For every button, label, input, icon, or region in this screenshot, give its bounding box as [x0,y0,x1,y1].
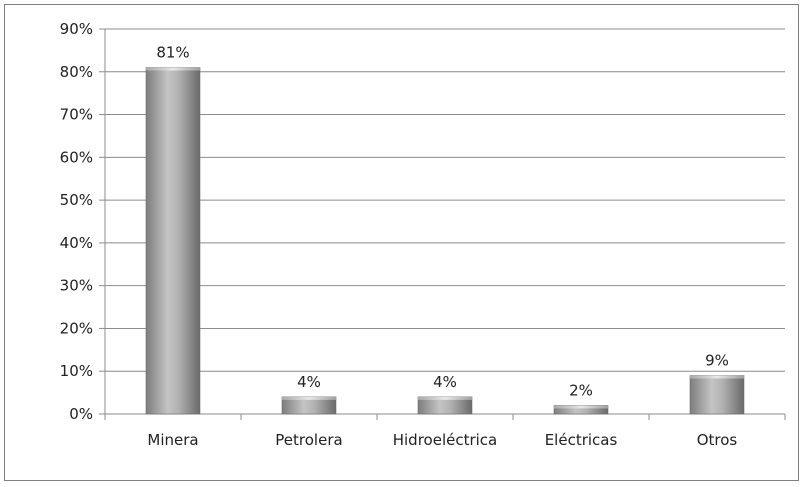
y-tick-label: 10% [60,362,93,380]
category-label: Otros [697,431,738,449]
y-tick-label: 30% [60,277,93,295]
data-label: 2% [569,381,593,399]
bar-top-highlight [146,67,200,71]
bar [689,375,745,415]
bar-top-highlight [418,396,472,400]
category-label: Hidroeléctrica [393,431,498,449]
bar-top-highlight [690,375,744,379]
bars [145,67,745,415]
y-axis-ticks: 0% 10% 20% 30% 40% 50% 60% 70% 80% 90% [60,20,105,423]
bar [145,67,201,415]
data-label: 4% [433,373,457,391]
y-tick-label: 60% [60,148,93,166]
category-label: Petrolera [275,431,342,449]
axes [104,29,786,420]
data-label: 81% [156,44,189,62]
data-labels: 81% 4% 4% 2% 9% [156,44,729,400]
bar-top-highlight [282,396,336,400]
bar-top-highlight [554,405,608,409]
y-tick-label: 40% [60,234,93,252]
y-tick-label: 0% [69,405,93,423]
y-tick-label: 70% [60,106,93,124]
category-labels: Minera Petrolera Hidroeléctrica Eléctricas O… [147,431,737,449]
category-label: Eléctricas [545,431,618,449]
y-tick-label: 20% [60,319,93,337]
category-label: Minera [147,431,198,449]
gridlines [105,28,785,372]
data-label: 4% [297,373,321,391]
y-tick-label: 90% [60,20,93,38]
data-label: 9% [705,352,729,370]
y-tick-label: 80% [60,63,93,81]
y-tick-label: 50% [60,191,93,209]
